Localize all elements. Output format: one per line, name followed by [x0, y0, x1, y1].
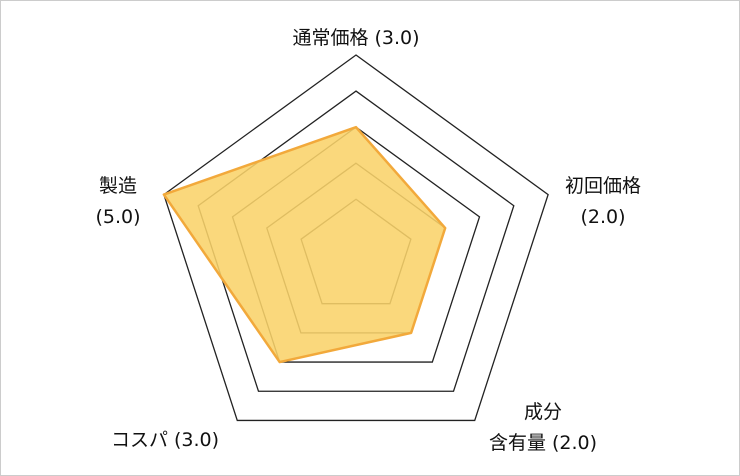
axis-label-line: 初回価格 [565, 175, 641, 197]
axis-label: 製造 (5.0) [95, 175, 140, 228]
axis-label-line: 製造 [99, 175, 137, 197]
value-label: (2.0) [552, 432, 597, 454]
axis-label-line: コスパ [111, 429, 168, 451]
axis-label-line: 含有量 [489, 432, 546, 454]
value-label: (3.0) [174, 429, 219, 451]
axis-label: 初回価格 (2.0) [565, 175, 641, 228]
value-label: (5.0) [95, 206, 140, 228]
radar-area [162, 125, 447, 364]
axis-label: コスパ (3.0) [111, 429, 219, 451]
axis-label: 成分含有量 (2.0) [489, 401, 597, 454]
axis-label-line: 通常価格 [292, 27, 368, 49]
axis-label: 通常価格 (3.0) [292, 27, 419, 49]
value-label: (2.0) [580, 206, 625, 228]
value-label: (3.0) [374, 27, 419, 49]
axis-label-line: 成分 [524, 401, 562, 423]
